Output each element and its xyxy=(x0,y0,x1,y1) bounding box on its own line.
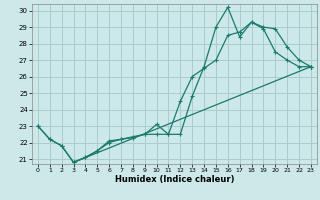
X-axis label: Humidex (Indice chaleur): Humidex (Indice chaleur) xyxy=(115,175,234,184)
